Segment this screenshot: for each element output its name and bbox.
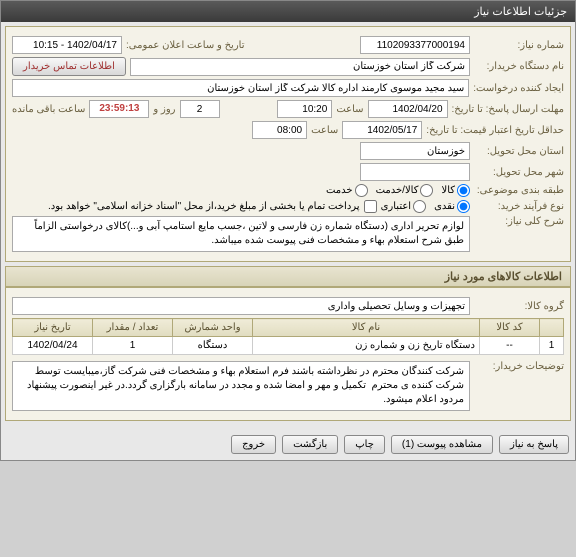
validity-label: حداقل تاریخ اعتبار قیمت: تا تاریخ: — [426, 125, 564, 136]
items-header: اطلاعات کالاهای مورد نیاز — [5, 266, 571, 287]
titlebar: جزئیات اطلاعات نیاز — [1, 1, 575, 22]
credit-note-row: پرداخت تمام یا بخشی از مبلغ خرید،از محل … — [48, 200, 377, 213]
desc-label: شرح کلی نیاز: — [474, 216, 564, 227]
radio-serv[interactable]: خدمت — [326, 184, 368, 197]
city-label: شهر محل تحویل: — [474, 167, 564, 178]
reply-button[interactable]: پاسخ به نیاز — [499, 435, 569, 454]
radio-goods-input[interactable] — [457, 184, 470, 197]
content: شماره نیاز: تاریخ و ساعت اعلان عمومی: نا… — [1, 22, 575, 429]
credit-note: پرداخت تمام یا بخشی از مبلغ خرید،از محل … — [48, 201, 360, 212]
radio-goods[interactable]: کالا — [441, 184, 470, 197]
print-button[interactable]: چاپ — [344, 435, 385, 454]
days-label: روز و — [153, 104, 175, 115]
cell-date: 1402/04/24 — [13, 337, 93, 355]
radio-service[interactable]: کالا/خدمت — [376, 184, 434, 197]
province-label: استان محل تحویل: — [474, 146, 564, 157]
purchase-radio-group: نقدی اعتباری — [381, 200, 470, 213]
th-unit: واحد شمارش — [173, 319, 253, 337]
cell-name: دستگاه تاریخ زن و شماره زن — [253, 337, 480, 355]
exit-button[interactable]: خروج — [231, 435, 276, 454]
requester-label: ایجاد کننده درخواست: — [473, 83, 564, 94]
deadline-label: مهلت ارسال پاسخ: تا تاریخ: — [452, 104, 564, 115]
cell-qty: 1 — [93, 337, 173, 355]
countdown: 23:59:13 — [89, 100, 149, 118]
cell-unit: دستگاه — [173, 337, 253, 355]
announce-label: تاریخ و ساعت اعلان عمومی: — [126, 40, 245, 51]
radio-cash-input[interactable] — [457, 200, 470, 213]
remain-label: ساعت باقی مانده — [12, 104, 85, 115]
desc-textarea[interactable] — [12, 216, 470, 252]
days-remain-input[interactable] — [180, 100, 220, 118]
th-name: نام کالا — [253, 319, 480, 337]
group-input[interactable] — [12, 297, 470, 315]
th-code: کد کالا — [480, 319, 540, 337]
cell-code: -- — [480, 337, 540, 355]
deadline-time-input[interactable] — [277, 100, 332, 118]
items-panel: گروه کالا: کد کالا نام کالا واحد شمارش ت… — [5, 287, 571, 421]
deadline-date-input[interactable] — [368, 100, 448, 118]
credit-checkbox[interactable] — [364, 200, 377, 213]
time-label-2: ساعت — [311, 125, 338, 136]
table-row[interactable]: 1 -- دستگاه تاریخ زن و شماره زن دستگاه 1… — [13, 337, 564, 355]
time-label-1: ساعت — [336, 104, 363, 115]
back-button[interactable]: بازگشت — [282, 435, 338, 454]
city-input[interactable] — [360, 163, 470, 181]
category-radio-group: کالا کالا/خدمت خدمت — [326, 184, 470, 197]
buyer-note-textarea[interactable] — [12, 361, 470, 411]
th-idx — [540, 319, 564, 337]
need-no-input[interactable] — [360, 36, 470, 54]
province-input[interactable] — [360, 142, 470, 160]
window: جزئیات اطلاعات نیاز شماره نیاز: تاریخ و … — [0, 0, 576, 461]
footer: پاسخ به نیاز مشاهده پیوست (1) چاپ بازگشت… — [1, 429, 575, 460]
group-label: گروه کالا: — [474, 301, 564, 312]
requester-input[interactable] — [12, 79, 469, 97]
table-header-row: کد کالا نام کالا واحد شمارش تعداد / مقدا… — [13, 319, 564, 337]
need-no-label: شماره نیاز: — [474, 40, 564, 51]
validity-time-input[interactable] — [252, 121, 307, 139]
radio-cash[interactable]: نقدی — [434, 200, 470, 213]
buyer-org-input[interactable] — [130, 58, 470, 76]
validity-date-input[interactable] — [342, 121, 422, 139]
announce-input[interactable] — [12, 36, 122, 54]
radio-credit-input[interactable] — [413, 200, 426, 213]
radio-serv-input[interactable] — [355, 184, 368, 197]
main-panel: شماره نیاز: تاریخ و ساعت اعلان عمومی: نا… — [5, 26, 571, 262]
buyer-org-label: نام دستگاه خریدار: — [474, 61, 564, 72]
window-title: جزئیات اطلاعات نیاز — [474, 6, 567, 18]
attachments-button[interactable]: مشاهده پیوست (1) — [391, 435, 493, 454]
th-date: تاریخ نیاز — [13, 319, 93, 337]
radio-service-input[interactable] — [420, 184, 433, 197]
th-qty: تعداد / مقدار — [93, 319, 173, 337]
contact-button[interactable]: اطلاعات تماس خریدار — [12, 57, 126, 76]
radio-credit[interactable]: اعتباری — [381, 200, 426, 213]
category-label: طبقه بندی موضوعی: — [474, 185, 564, 196]
cell-idx: 1 — [540, 337, 564, 355]
items-table: کد کالا نام کالا واحد شمارش تعداد / مقدا… — [12, 318, 564, 355]
buyer-note-label: توضیحات خریدار: — [474, 361, 564, 372]
purchase-type-label: نوع فرآیند خرید: — [474, 201, 564, 212]
